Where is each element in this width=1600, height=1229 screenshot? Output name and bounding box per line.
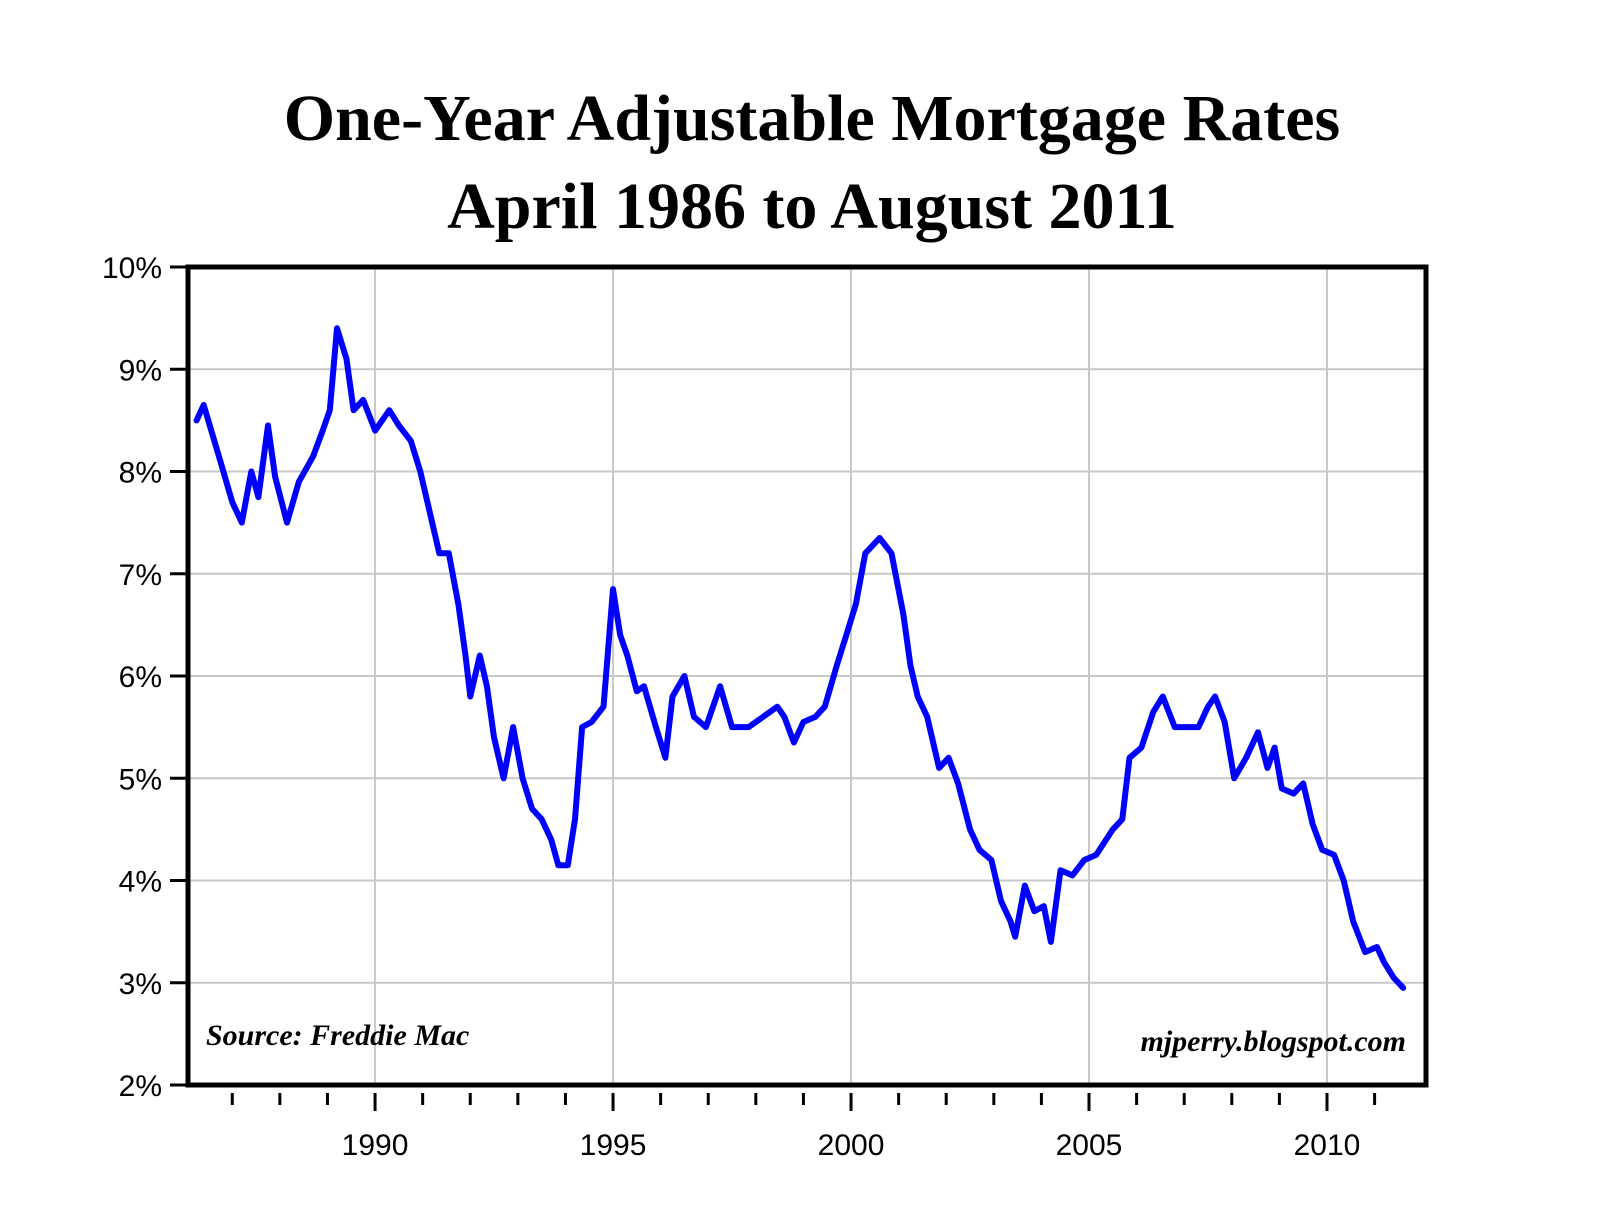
y-tick-label: 4% <box>119 866 162 899</box>
y-tick-label: 9% <box>119 354 162 387</box>
y-tick-label: 5% <box>119 763 162 796</box>
x-tick-label: 1995 <box>580 1129 647 1162</box>
y-tick-label: 7% <box>119 559 162 592</box>
x-tick-label: 2000 <box>818 1129 885 1162</box>
x-tick-label: 2010 <box>1294 1129 1361 1162</box>
x-tick-label: 1990 <box>342 1129 409 1162</box>
y-tick-label: 2% <box>119 1070 162 1103</box>
x-tick-label: 2005 <box>1056 1129 1123 1162</box>
y-tick-label: 3% <box>119 968 162 1001</box>
credit-note: mjperry.blogspot.com <box>1140 1025 1406 1058</box>
source-note: Source: Freddie Mac <box>206 1019 469 1052</box>
y-tick-label: 8% <box>119 457 162 490</box>
chart-title: One-Year Adjustable Mortgage Rates <box>284 82 1340 155</box>
y-tick-label: 10% <box>102 252 162 285</box>
plot-frame <box>185 264 1429 1088</box>
data-line <box>193 325 1407 991</box>
chart-subtitle: April 1986 to August 2011 <box>447 170 1177 243</box>
y-tick-label: 6% <box>119 661 162 694</box>
